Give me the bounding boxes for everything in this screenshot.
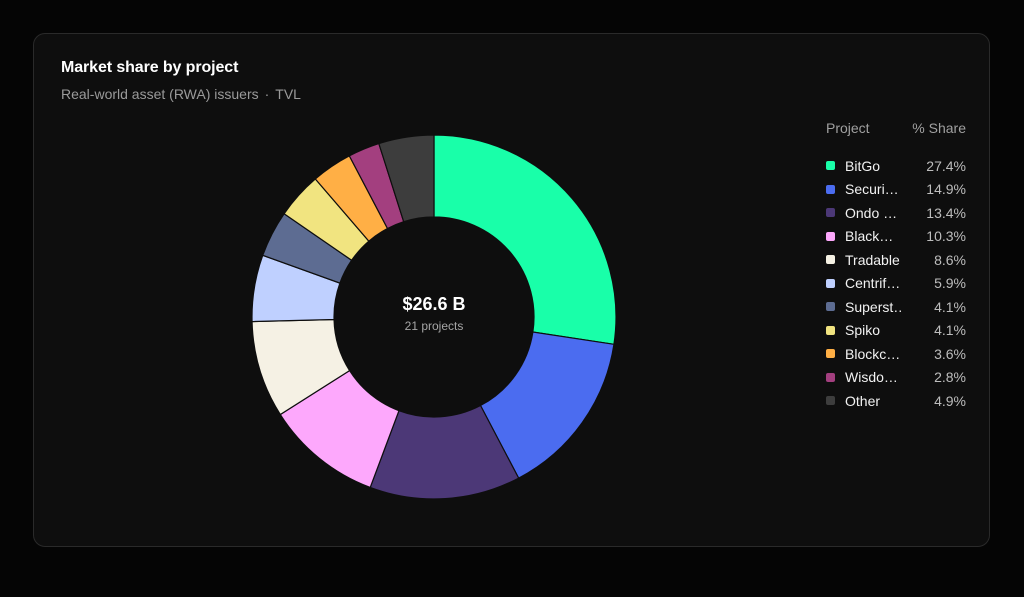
legend-item[interactable]: Tradable 8.6% — [826, 248, 966, 272]
donut-chart: $26.6 B 21 projects — [251, 134, 617, 500]
donut-slice-10[interactable] — [378, 134, 435, 223]
metric-label: TVL — [275, 86, 301, 102]
legend-col-project: Project — [826, 120, 870, 136]
legend-value: 3.6% — [934, 345, 966, 362]
legend-label: Spiko — [845, 322, 881, 339]
legend-swatch — [826, 208, 835, 218]
legend: Project % Share BitGo 27.4% Securi… 14.9% On… — [826, 120, 966, 413]
legend-label: Other — [845, 392, 881, 409]
donut-slice-0[interactable] — [433, 134, 617, 346]
legend-header: Project % Share — [826, 120, 966, 140]
legend-item[interactable]: Spiko 4.1% — [826, 319, 966, 343]
legend-swatch — [826, 278, 835, 288]
legend-item[interactable]: Securi… 14.9% — [826, 178, 966, 202]
legend-value: 13.4% — [926, 204, 966, 221]
chart-card: Market share by project Real-world asset… — [33, 33, 990, 547]
legend-swatch — [826, 302, 835, 312]
legend-value: 5.9% — [934, 275, 966, 292]
legend-swatch — [826, 231, 835, 241]
legend-swatch — [826, 372, 835, 382]
legend-value: 8.6% — [934, 251, 966, 268]
legend-item[interactable]: BitGo 27.4% — [826, 154, 966, 178]
center-total: $26.6 B — [402, 294, 465, 314]
legend-value: 4.1% — [934, 298, 966, 315]
legend-value: 27.4% — [926, 157, 966, 174]
legend-item[interactable]: Blockc… 3.6% — [826, 342, 966, 366]
legend-value: 4.1% — [934, 322, 966, 339]
legend-swatch — [826, 349, 835, 359]
legend-item[interactable]: Centrif… 5.9% — [826, 272, 966, 296]
legend-label: Ondo … — [845, 204, 898, 221]
legend-item[interactable]: Ondo … 13.4% — [826, 201, 966, 225]
legend-value: 14.9% — [926, 181, 966, 198]
legend-swatch — [826, 184, 835, 194]
legend-swatch — [826, 325, 835, 335]
legend-label: Blockc… — [845, 345, 901, 362]
legend-item[interactable]: Black… 10.3% — [826, 225, 966, 249]
legend-swatch — [826, 396, 835, 406]
legend-label: Superst… — [845, 298, 903, 315]
legend-label: Securi… — [845, 181, 899, 198]
legend-label: Black… — [845, 228, 894, 245]
legend-item[interactable]: Wisdo… 2.8% — [826, 366, 966, 390]
legend-swatch — [826, 255, 835, 265]
legend-label: Tradable — [845, 251, 900, 268]
legend-label: Centrif… — [845, 275, 901, 292]
legend-label: Wisdo… — [845, 369, 898, 386]
legend-item[interactable]: Superst… 4.1% — [826, 295, 966, 319]
legend-value: 10.3% — [926, 228, 966, 245]
subtitle-separator: · — [264, 86, 270, 102]
center-count: 21 projects — [405, 319, 464, 333]
legend-swatch — [826, 161, 835, 171]
legend-label: BitGo — [845, 157, 881, 174]
subtitle-text: Real-world asset (RWA) issuers — [61, 86, 259, 102]
legend-rows: BitGo 27.4% Securi… 14.9% Ondo … 13.4% Black… 1… — [826, 154, 966, 413]
chart-subtitle: Real-world asset (RWA) issuers · TVL — [61, 86, 301, 102]
legend-value: 2.8% — [934, 369, 966, 386]
chart-title: Market share by project — [61, 59, 239, 76]
legend-item[interactable]: Other 4.9% — [826, 389, 966, 413]
legend-value: 4.9% — [934, 392, 966, 409]
legend-col-share: % Share — [912, 120, 966, 136]
donut-slices — [251, 134, 617, 500]
